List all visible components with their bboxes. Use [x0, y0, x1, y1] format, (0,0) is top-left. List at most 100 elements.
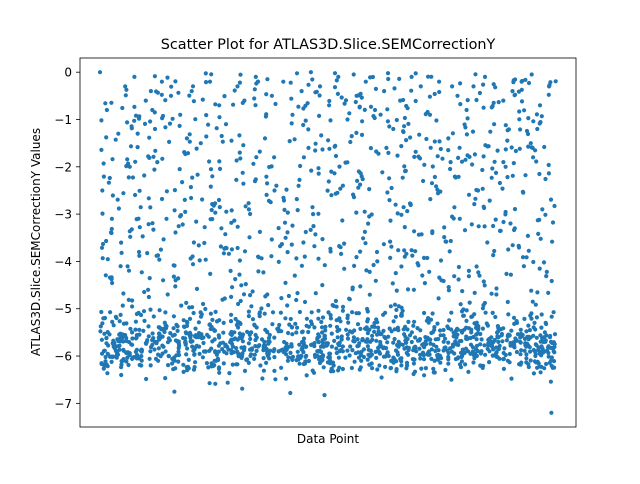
scatter-point: [470, 345, 475, 350]
scatter-point: [404, 251, 409, 256]
scatter-point: [316, 316, 321, 321]
scatter-point: [207, 159, 212, 164]
scatter-point: [348, 139, 353, 145]
scatter-point: [266, 351, 271, 357]
scatter-point: [487, 360, 492, 365]
scatter-point: [480, 167, 485, 173]
scatter-point: [358, 249, 363, 254]
scatter-point: [270, 310, 276, 315]
scatter-point: [110, 341, 115, 346]
scatter-point: [287, 139, 292, 144]
scatter-point: [389, 185, 394, 191]
scatter-point: [189, 195, 194, 201]
scatter-point: [301, 361, 306, 367]
scatter-point: [376, 325, 381, 330]
scatter-point: [288, 316, 293, 322]
scatter-point: [235, 245, 240, 251]
scatter-point: [432, 358, 437, 363]
scatter-point: [290, 332, 295, 337]
scatter-point: [273, 101, 278, 107]
scatter-point: [304, 373, 309, 378]
scatter-point: [443, 367, 448, 373]
scatter-point: [241, 181, 246, 186]
scatter-point: [205, 332, 210, 337]
scatter-point: [267, 164, 272, 170]
scatter-point: [199, 332, 204, 337]
scatter-point: [358, 182, 363, 187]
scatter-point: [333, 153, 339, 159]
scatter-point: [121, 191, 126, 196]
scatter-point: [142, 289, 147, 295]
scatter-point: [450, 214, 455, 219]
scatter-point: [350, 310, 355, 315]
scatter-point: [522, 348, 527, 353]
scatter-point: [176, 352, 182, 358]
scatter-point: [230, 285, 235, 290]
scatter-point: [373, 86, 378, 91]
scatter-point: [449, 349, 454, 354]
scatter-point: [379, 375, 384, 380]
scatter-point: [150, 342, 155, 347]
scatter-point: [152, 126, 158, 132]
scatter-point: [164, 324, 169, 329]
scatter-point: [419, 232, 424, 237]
scatter-point: [156, 346, 161, 351]
scatter-point: [543, 320, 548, 325]
scatter-point: [140, 234, 145, 239]
scatter-point: [367, 269, 372, 274]
scatter-point: [100, 321, 105, 326]
scatter-point: [392, 86, 397, 91]
scatter-point: [519, 348, 524, 353]
scatter-point: [243, 204, 248, 209]
scatter-point: [253, 103, 258, 108]
scatter-point: [148, 205, 153, 210]
scatter-point: [345, 117, 350, 122]
scatter-point: [232, 218, 237, 223]
scatter-point: [487, 336, 492, 341]
scatter-point: [152, 74, 157, 79]
scatter-point: [120, 303, 125, 308]
scatter-point: [217, 103, 222, 108]
scatter-point: [204, 361, 209, 366]
scatter-point: [368, 146, 373, 151]
scatter-point: [116, 344, 121, 349]
scatter-point: [538, 370, 543, 375]
scatter-point: [425, 352, 430, 357]
scatter-point: [275, 326, 280, 331]
scatter-point: [389, 329, 394, 334]
scatter-point: [310, 77, 315, 82]
scatter-point: [345, 313, 350, 318]
scatter-point: [138, 312, 144, 318]
scatter-point: [413, 71, 418, 76]
scatter-point: [378, 112, 383, 117]
scatter-point: [388, 255, 393, 260]
scatter-point: [534, 335, 539, 340]
scatter-point: [209, 72, 214, 77]
scatter-point: [533, 302, 538, 307]
scatter-point: [391, 340, 396, 345]
scatter-point: [128, 234, 133, 239]
scatter-point: [203, 71, 208, 76]
scatter-point: [427, 94, 432, 99]
scatter-point: [246, 309, 251, 314]
scatter-point: [517, 117, 522, 122]
scatter-point: [102, 315, 108, 321]
scatter-point: [524, 341, 530, 346]
scatter-point: [480, 306, 485, 311]
scatter-point: [311, 212, 316, 217]
scatter-point: [221, 251, 226, 256]
scatter-point: [541, 335, 547, 340]
scatter-point: [123, 93, 128, 98]
scatter-point: [347, 329, 353, 334]
scatter-point: [375, 259, 380, 264]
scatter-point: [178, 112, 183, 117]
scatter-point: [213, 309, 218, 314]
scatter-point: [449, 310, 454, 315]
scatter-point: [237, 331, 242, 336]
scatter-point: [410, 357, 415, 362]
scatter-point: [345, 348, 350, 353]
scatter-point: [474, 343, 480, 348]
scatter-point: [429, 356, 434, 361]
scatter-point: [349, 365, 354, 371]
scatter-point: [516, 245, 522, 250]
